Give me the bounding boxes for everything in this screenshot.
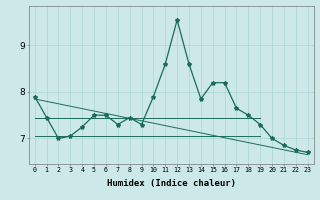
- X-axis label: Humidex (Indice chaleur): Humidex (Indice chaleur): [107, 179, 236, 188]
